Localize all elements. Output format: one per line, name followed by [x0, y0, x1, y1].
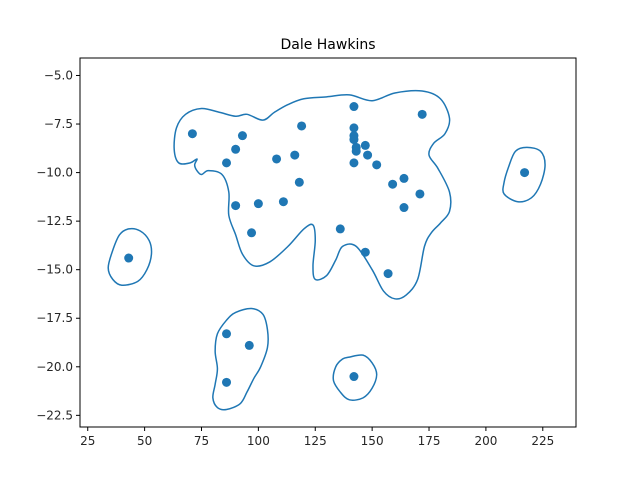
plot-frame — [79, 57, 577, 428]
x-tick-label: 225 — [531, 434, 554, 448]
contour-line-1 — [173, 89, 452, 300]
y-tick-label: −7.5 — [44, 117, 73, 131]
scatter-point-2 — [187, 129, 197, 139]
scatter-point-3 — [222, 158, 232, 168]
scatter-point-9 — [272, 154, 282, 164]
y-tick-label: −12.5 — [36, 214, 73, 228]
x-tick-label: 25 — [80, 434, 95, 448]
scatter-point-12 — [294, 177, 304, 187]
scatter-point-35 — [222, 377, 232, 387]
scatter-point-27 — [399, 203, 409, 213]
density-contours — [107, 89, 546, 411]
scatter-point-7 — [247, 228, 257, 238]
scatter-point-25 — [388, 179, 398, 189]
x-tick-label: 150 — [361, 434, 384, 448]
scatter-point-13 — [297, 121, 307, 131]
contour-line-4 — [212, 307, 269, 411]
x-axis-ticks: 25 50 75 100 125 150 175 200 225 — [80, 427, 554, 448]
scatter-point-34 — [244, 340, 254, 350]
y-tick-label: −17.5 — [36, 311, 73, 325]
chart-title: Dale Hawkins — [280, 37, 375, 53]
scatter-point-28 — [415, 189, 425, 199]
scatter-point-30 — [360, 247, 370, 257]
scatter-point-33 — [222, 329, 232, 339]
y-tick-label: −5.0 — [44, 68, 73, 82]
y-tick-label: −20.0 — [36, 360, 73, 374]
scatter-point-22 — [360, 140, 370, 150]
scatter-point-21 — [349, 158, 359, 168]
y-tick-label: −15.0 — [36, 263, 73, 277]
scatter-point-8 — [253, 199, 263, 209]
scatter-point-14 — [335, 224, 345, 234]
scatter-point-29 — [417, 109, 427, 119]
scatter-point-36 — [349, 372, 359, 382]
scatter-point-1 — [124, 253, 134, 263]
scatter-point-24 — [372, 160, 382, 170]
y-axis-ticks: −5.0 −7.5 −10.0 −12.5 −15.0 −17.5 −20.0 −22.5 — [36, 68, 80, 422]
scatter-point-11 — [290, 150, 300, 160]
y-tick-label: −10.0 — [36, 166, 73, 180]
scatter-point-31 — [383, 269, 393, 279]
x-tick-label: 50 — [137, 434, 152, 448]
scatter-points — [124, 102, 530, 387]
scatter-point-4 — [231, 144, 241, 154]
scatter-point-6 — [231, 201, 241, 211]
contour-line-5 — [332, 354, 378, 401]
scatter-point-5 — [237, 131, 247, 141]
scatter-point-32 — [520, 168, 530, 178]
scatter-point-26 — [399, 173, 409, 183]
scatter-point-15 — [349, 102, 359, 112]
scatter-point-20 — [351, 146, 361, 156]
contour-line-2 — [107, 227, 153, 287]
scatter-point-16 — [349, 123, 359, 133]
y-tick-label: −22.5 — [36, 408, 73, 422]
x-tick-label: 75 — [194, 434, 209, 448]
scatter-point-23 — [363, 150, 373, 160]
scatter-point-18 — [349, 135, 359, 145]
x-tick-label: 200 — [474, 434, 497, 448]
x-tick-label: 100 — [247, 434, 270, 448]
scatter-point-10 — [278, 197, 288, 207]
x-tick-label: 175 — [418, 434, 441, 448]
x-tick-label: 125 — [304, 434, 327, 448]
contour-line-3 — [502, 146, 546, 203]
